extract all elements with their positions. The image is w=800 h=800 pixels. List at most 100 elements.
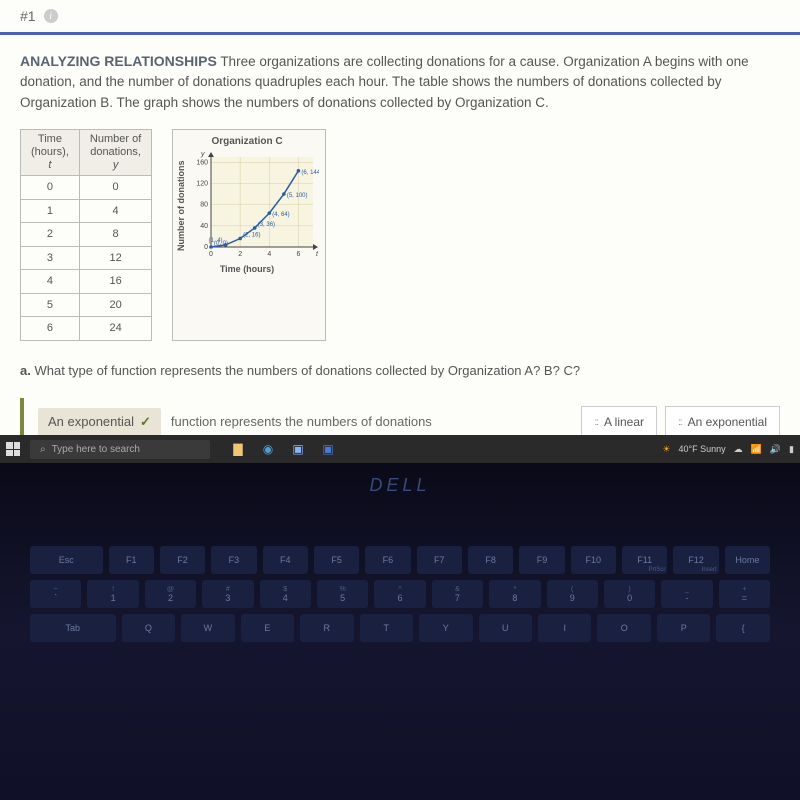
function-type-dropdown[interactable]: An exponential ✓ — [38, 408, 161, 436]
drag-icon: :: — [678, 415, 682, 430]
key--: _- — [661, 580, 712, 608]
svg-text:0: 0 — [204, 244, 208, 251]
table-row: 312 — [21, 246, 152, 270]
tray-volume-icon[interactable]: 🔊 — [770, 444, 781, 455]
key-tab: Tab — [30, 614, 116, 642]
drag-icon: :: — [594, 415, 598, 430]
option-linear[interactable]: :: A linear — [581, 406, 657, 438]
store-icon[interactable]: ▣ — [290, 441, 306, 457]
key-home: Home — [725, 546, 770, 574]
svg-text:(1, 4): (1, 4) — [208, 238, 222, 244]
key-f1: F1 — [109, 546, 154, 574]
key-9: (9 — [547, 580, 598, 608]
windows-taskbar: ⌕ Type here to search ▇ ◉ ▣ ▣ ☀ 40°F Sun… — [0, 435, 800, 463]
table-row: 416 — [21, 270, 152, 294]
question-text: What type of function represents the num… — [34, 363, 580, 378]
key-f4: F4 — [263, 546, 308, 574]
key-1: !1 — [87, 580, 138, 608]
key-f8: F8 — [468, 546, 513, 574]
key-f9: F9 — [519, 546, 564, 574]
tray-cloud-icon[interactable]: ☁ — [734, 444, 743, 455]
key-i: I — [538, 614, 591, 642]
key-{: { — [716, 614, 769, 642]
question-a: a. What type of function represents the … — [20, 361, 780, 381]
word-icon[interactable]: ▣ — [320, 441, 336, 457]
dell-logo: DELL — [0, 463, 800, 496]
dropdown-value: An exponential — [48, 412, 134, 432]
search-icon: ⌕ — [40, 444, 46, 455]
svg-text:80: 80 — [200, 201, 208, 208]
key-o: O — [597, 614, 650, 642]
chart-ylabel: Number of donations — [175, 151, 189, 261]
svg-text:(2, 16): (2, 16) — [243, 232, 260, 238]
table-row: 28 — [21, 223, 152, 247]
key-0: )0 — [604, 580, 655, 608]
key-`: ~` — [30, 580, 81, 608]
tray-battery-icon[interactable]: ▮ — [789, 444, 794, 455]
file-explorer-icon[interactable]: ▇ — [230, 441, 246, 457]
table-row: 00 — [21, 176, 152, 200]
svg-text:(5, 100): (5, 100) — [287, 193, 308, 199]
key-f10: F10 — [571, 546, 616, 574]
svg-text:120: 120 — [196, 180, 208, 187]
org-c-chart: Organization C Number of donations 0 2 4 6 4… — [172, 129, 326, 341]
svg-text:(4, 64): (4, 64) — [272, 212, 289, 218]
svg-text:2: 2 — [238, 251, 242, 258]
weather-text: 40°F Sunny — [678, 444, 725, 454]
key-5: %5 — [317, 580, 368, 608]
question-number: #1 — [20, 8, 36, 24]
options-bank: :: A linear :: An exponential — [581, 406, 780, 438]
table-col1-header: Time (hours), t — [21, 129, 80, 176]
org-b-table: Time (hours), t Number of donations, y 0… — [20, 129, 152, 341]
key-3: #3 — [202, 580, 253, 608]
question-part: a. — [20, 363, 31, 378]
key-f6: F6 — [365, 546, 410, 574]
chart-title: Organization C — [211, 134, 282, 149]
table-row: 520 — [21, 293, 152, 317]
key-f7: F7 — [417, 546, 462, 574]
svg-text:y: y — [200, 151, 205, 158]
info-icon[interactable]: i — [44, 9, 58, 23]
edge-icon[interactable]: ◉ — [260, 441, 276, 457]
option-exponential[interactable]: :: An exponential — [665, 406, 780, 438]
key-u: U — [479, 614, 532, 642]
key-r: R — [300, 614, 353, 642]
key-w: W — [181, 614, 234, 642]
taskbar-search[interactable]: ⌕ Type here to search — [30, 440, 210, 459]
key-2: @2 — [145, 580, 196, 608]
check-icon: ✓ — [140, 412, 151, 432]
table-col2-header: Number of donations, y — [79, 129, 151, 176]
key-8: *8 — [489, 580, 540, 608]
key-7: &7 — [432, 580, 483, 608]
svg-text:40: 40 — [200, 223, 208, 230]
key-4: $4 — [260, 580, 311, 608]
start-button[interactable] — [6, 442, 20, 456]
key-6: ^6 — [374, 580, 425, 608]
svg-text:t: t — [316, 251, 319, 258]
problem-statement: ANALYZING RELATIONSHIPS Three organizati… — [20, 51, 780, 113]
svg-text:4: 4 — [267, 251, 271, 258]
laptop-chassis: DELL EscF1F2F3F4F5F6F7F8F9F10F11PrtScrF1… — [0, 463, 800, 800]
chart-svg: 024640801201600ty(0, 0)(1, 4)(2, 16)(3, … — [189, 151, 319, 261]
question-header: #1 i — [0, 0, 800, 35]
problem-heading: ANALYZING RELATIONSHIPS — [20, 53, 217, 69]
key-f2: F2 — [160, 546, 205, 574]
key-t: T — [360, 614, 413, 642]
system-tray[interactable]: ☀ 40°F Sunny ☁ 📶 🔊 ▮ — [662, 444, 794, 455]
svg-text:6: 6 — [296, 251, 300, 258]
content-area: ANALYZING RELATIONSHIPS Three organizati… — [0, 35, 800, 500]
chart-xlabel: Time (hours) — [220, 263, 274, 277]
weather-icon: ☀ — [662, 444, 670, 455]
table-row: 14 — [21, 199, 152, 223]
keyboard: EscF1F2F3F4F5F6F7F8F9F10F11PrtScrF12Inse… — [0, 546, 800, 642]
key-p: P — [657, 614, 710, 642]
browser-viewport: #1 i ANALYZING RELATIONSHIPS Three organ… — [0, 0, 800, 460]
search-placeholder: Type here to search — [52, 444, 140, 455]
key-q: Q — [122, 614, 175, 642]
svg-text:160: 160 — [196, 159, 208, 166]
tray-wifi-icon[interactable]: 📶 — [751, 444, 762, 455]
answer-trailing: function represents the numbers of donat… — [171, 412, 432, 432]
pinned-apps: ▇ ◉ ▣ ▣ — [230, 441, 336, 457]
key-f3: F3 — [211, 546, 256, 574]
key-f5: F5 — [314, 546, 359, 574]
